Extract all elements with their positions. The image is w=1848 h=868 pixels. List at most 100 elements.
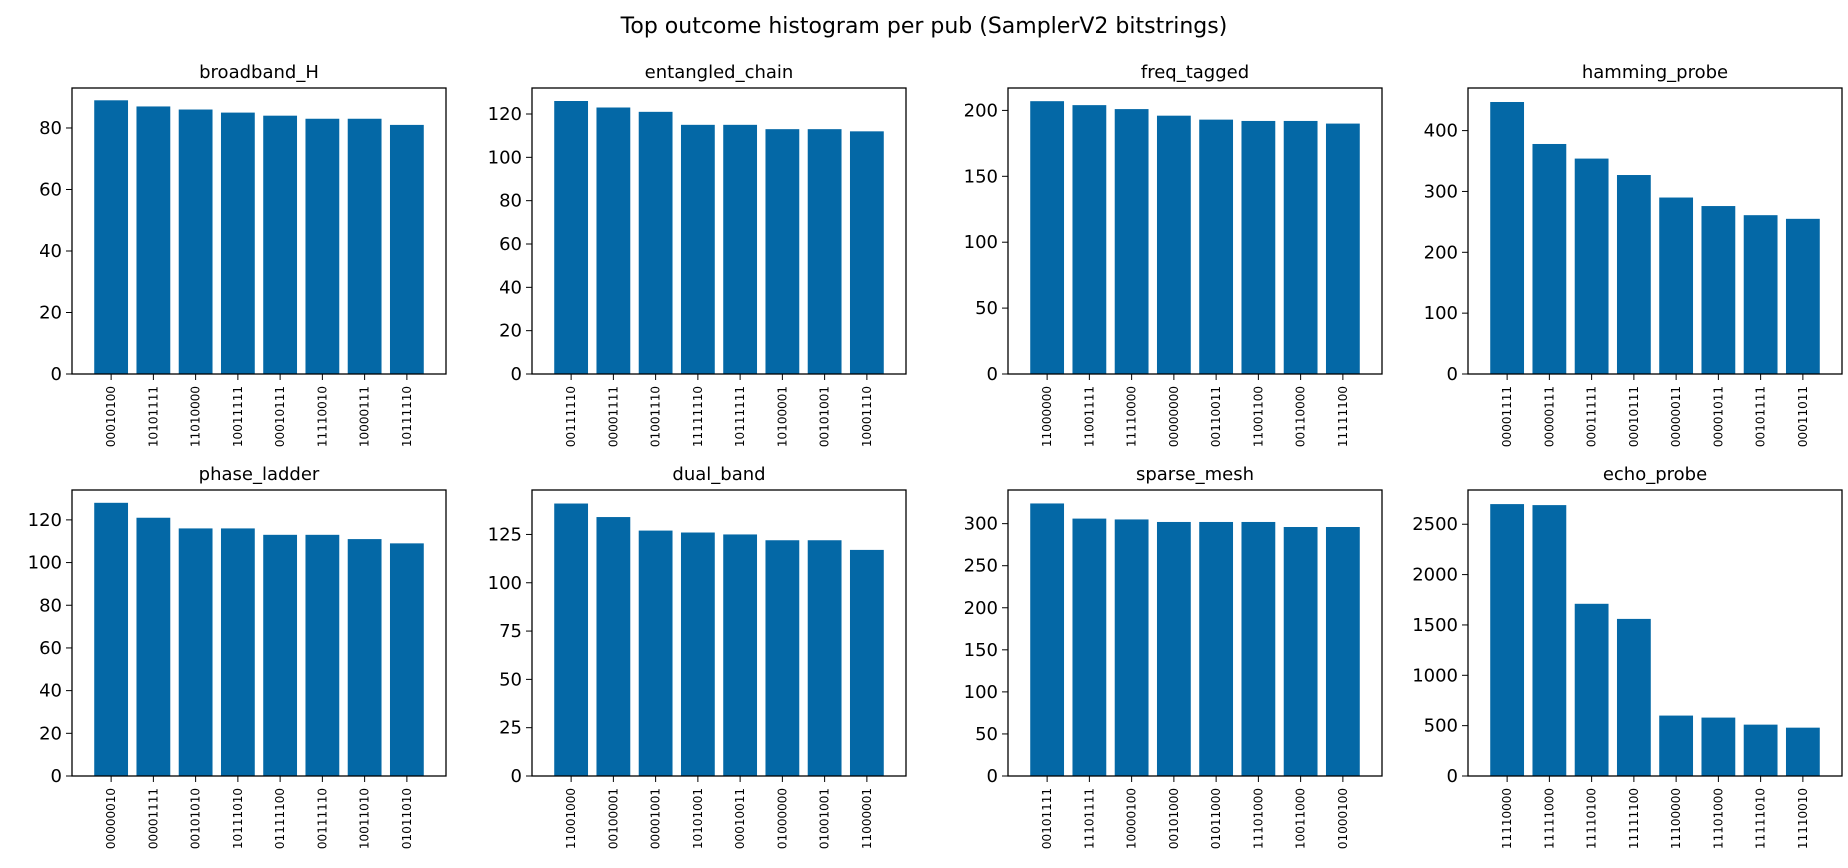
x-tick-label: 10000100 bbox=[1125, 788, 1139, 849]
x-tick-label: 11111100 bbox=[1336, 386, 1350, 447]
x-tick-label: 11100000 bbox=[1669, 788, 1683, 849]
bar bbox=[1199, 119, 1234, 374]
x-tick-label: 11000000 bbox=[1040, 386, 1054, 447]
x-tick-label: 11111100 bbox=[1627, 788, 1641, 849]
y-tick-label: 150 bbox=[964, 640, 998, 661]
bar bbox=[1490, 504, 1525, 776]
subplot-entangled-chain: entangled_chain 00111110 00001111 01001110 1… bbox=[488, 62, 907, 447]
y-tick-label: 50 bbox=[975, 298, 998, 319]
bar bbox=[178, 528, 213, 776]
y-tick-label: 0 bbox=[511, 364, 522, 385]
y-tick-label: 2500 bbox=[1412, 514, 1458, 535]
bar bbox=[263, 115, 298, 374]
bar bbox=[1743, 724, 1778, 776]
x-tick-label: 00011011 bbox=[1796, 386, 1810, 447]
x-tick-label: 00001111 bbox=[606, 386, 620, 447]
y-tick-label: 40 bbox=[499, 277, 522, 298]
bar bbox=[305, 534, 340, 776]
bar bbox=[1199, 521, 1234, 776]
y-tick-label: 100 bbox=[964, 232, 998, 253]
bar bbox=[723, 534, 758, 776]
subplot-title: dual_band bbox=[672, 464, 765, 485]
bar bbox=[136, 106, 171, 375]
bar bbox=[389, 543, 424, 776]
bar bbox=[1701, 206, 1736, 374]
y-tick-label: 120 bbox=[488, 104, 522, 125]
x-tick-label: 01011010 bbox=[400, 788, 414, 849]
bar bbox=[723, 124, 758, 374]
x-tick-label: 01001001 bbox=[818, 788, 832, 849]
x-tick-label: 11000001 bbox=[860, 788, 874, 849]
x-tick-label: 11101111 bbox=[1082, 788, 1096, 849]
x-tick-label: 10101001 bbox=[691, 788, 705, 849]
y-tick-label: 20 bbox=[39, 302, 62, 323]
bar bbox=[94, 502, 129, 776]
bar bbox=[1030, 503, 1065, 776]
bar bbox=[680, 532, 715, 776]
bar bbox=[305, 118, 340, 374]
y-tick-label: 75 bbox=[499, 621, 522, 642]
x-tick-label: 10001110 bbox=[860, 386, 874, 447]
x-tick-label: 00100001 bbox=[606, 788, 620, 849]
y-tick-label: 0 bbox=[1447, 766, 1458, 787]
axes-frame bbox=[71, 87, 447, 375]
x-tick-label: 11110000 bbox=[1500, 788, 1514, 849]
y-tick-label: 400 bbox=[1424, 121, 1458, 142]
x-tick-label: 11001111 bbox=[1082, 386, 1096, 447]
bar bbox=[263, 534, 298, 776]
x-tick-label: 11101000 bbox=[1251, 788, 1265, 849]
bar bbox=[220, 112, 255, 375]
y-tick-label: 100 bbox=[964, 682, 998, 703]
axes-frame bbox=[1007, 489, 1383, 777]
bar bbox=[596, 517, 631, 776]
bar bbox=[178, 109, 213, 374]
subplot-title: entangled_chain bbox=[645, 62, 794, 83]
bar bbox=[1156, 115, 1191, 374]
x-tick-label: 00101000 bbox=[1167, 788, 1181, 849]
y-tick-label: 0 bbox=[511, 766, 522, 787]
x-tick-label: 00110011 bbox=[1209, 386, 1223, 447]
axes-frame bbox=[1007, 87, 1383, 375]
y-tick-label: 60 bbox=[499, 234, 522, 255]
x-tick-label: 00111110 bbox=[564, 386, 578, 447]
x-tick-label: 10011010 bbox=[358, 788, 372, 849]
x-tick-label: 00001001 bbox=[649, 788, 663, 849]
y-tick-label: 80 bbox=[499, 191, 522, 212]
bar bbox=[1785, 218, 1820, 374]
y-tick-label: 40 bbox=[39, 681, 62, 702]
x-tick-label: 00111110 bbox=[315, 788, 329, 849]
y-tick-label: 120 bbox=[28, 510, 62, 531]
bar bbox=[347, 118, 382, 374]
x-tick-label: 11110000 bbox=[1125, 386, 1139, 447]
x-tick-label: 00010111 bbox=[1627, 386, 1641, 447]
bar bbox=[1659, 197, 1694, 374]
y-tick-label: 100 bbox=[488, 147, 522, 168]
bar bbox=[1743, 215, 1778, 374]
axes-frame bbox=[1467, 489, 1843, 777]
bar bbox=[220, 528, 255, 776]
bar bbox=[389, 124, 424, 374]
y-tick-label: 60 bbox=[39, 179, 62, 200]
y-tick-label: 2000 bbox=[1412, 565, 1458, 586]
bar bbox=[1785, 727, 1820, 776]
bar bbox=[1241, 120, 1276, 374]
bar bbox=[849, 549, 884, 776]
bar bbox=[1283, 527, 1318, 776]
x-tick-label: 11001100 bbox=[1251, 386, 1265, 447]
x-tick-label: 10111110 bbox=[400, 386, 414, 447]
y-tick-label: 80 bbox=[39, 118, 62, 139]
subplot-broadband-H: broadband_H 00010100 10101111 11010000 10011… bbox=[39, 62, 447, 447]
y-tick-label: 50 bbox=[499, 669, 522, 690]
bar bbox=[680, 124, 715, 374]
x-tick-label: 00101111 bbox=[1754, 386, 1768, 447]
x-tick-label: 00101010 bbox=[189, 788, 203, 849]
y-tick-label: 1000 bbox=[1412, 665, 1458, 686]
y-tick-label: 250 bbox=[964, 556, 998, 577]
subplot-title: hamming_probe bbox=[1582, 62, 1728, 83]
y-tick-label: 0 bbox=[1447, 364, 1458, 385]
x-tick-label: 11101000 bbox=[1711, 788, 1725, 849]
y-tick-label: 60 bbox=[39, 638, 62, 659]
bar bbox=[1030, 101, 1065, 375]
